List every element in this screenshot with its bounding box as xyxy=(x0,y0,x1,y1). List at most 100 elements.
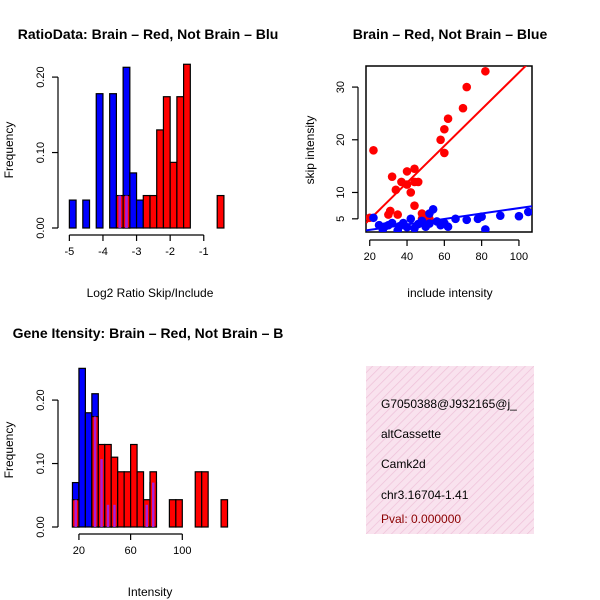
scatter-red-point xyxy=(393,210,403,219)
scatter-blue-point xyxy=(387,218,397,228)
scatter-red-point xyxy=(413,177,423,187)
intensity-red-bar xyxy=(220,499,229,528)
intensity-x-tick-label: 100 xyxy=(173,545,191,557)
intensity-bars xyxy=(71,367,229,528)
intensity-red-bar xyxy=(136,471,145,528)
scatter-blue-point xyxy=(477,212,486,222)
intensity-red-bar xyxy=(117,471,125,528)
scatter-y-tick-label: 30 xyxy=(335,81,347,93)
intensity-blue-bar xyxy=(78,367,86,528)
intensity-axes: 20 60 100 0.00 0.10 0.20 xyxy=(35,389,191,557)
scatter-blue-point xyxy=(369,213,378,223)
scatter-red-fit-line xyxy=(366,66,527,224)
info-event-type: altCassette xyxy=(381,427,441,441)
ratio-xlabel: Log2 Ratio Skip/Include xyxy=(87,286,214,300)
intensity-overlap-bar xyxy=(145,504,148,527)
intensity-xlabel: Intensity xyxy=(128,585,173,599)
scatter-blue-point xyxy=(462,215,472,225)
ratio-y-tick-label: 0.00 xyxy=(35,217,47,238)
scatter-y-tick-label: 10 xyxy=(335,186,347,198)
intensity-ylabel: Frequency xyxy=(2,422,16,479)
ratio-red-bar xyxy=(142,194,151,229)
scatter-x-tick-label: 40 xyxy=(401,251,413,263)
scatter-axes: 20 40 60 80 100 5 10 20 30 xyxy=(335,81,528,263)
scatter-x-tick-label: 20 xyxy=(364,251,376,263)
ratio-bars xyxy=(68,63,225,229)
ratio-blue-bar xyxy=(68,199,77,229)
intensity-scatter: Brain – Red, Not Brain – Blue 20 40 60 80 10… xyxy=(303,26,547,300)
info-id: G7050388@J932165@j_ xyxy=(381,397,517,411)
scatter-x-tick-label: 60 xyxy=(438,251,450,263)
ratio-red-bar xyxy=(169,161,178,229)
scatter-xlabel: include intensity xyxy=(407,286,492,300)
intensity-y-tick-label: 0.10 xyxy=(35,453,47,474)
intensity-red-bar xyxy=(168,499,177,528)
scatter-red-point xyxy=(402,167,412,176)
ratio-y-tick-label: 0.10 xyxy=(35,142,47,163)
scatter-red-point xyxy=(410,201,419,210)
intensity-y-tick-label: 0.00 xyxy=(35,516,47,537)
scatter-red-point xyxy=(481,66,490,76)
intensity-red-bar xyxy=(194,471,203,528)
ratio-blue-bar xyxy=(109,93,118,229)
intensity-overlap-bar xyxy=(100,459,103,527)
ratio-overlap-bar xyxy=(118,195,122,228)
info-background xyxy=(366,366,534,534)
intensity-red-bar xyxy=(130,443,138,528)
ratio-x-tick-label: -1 xyxy=(199,246,209,258)
scatter-red-point xyxy=(406,188,416,197)
ratio-red-bar xyxy=(162,96,171,229)
scatter-x-tick-label: 80 xyxy=(476,251,488,263)
intensity-x-tick-label: 20 xyxy=(73,545,85,557)
info-pval: Pval: 0.000000 xyxy=(381,512,461,526)
scatter-marks xyxy=(366,66,532,232)
scatter-red-point xyxy=(443,114,453,123)
intensity-y-tick-label: 0.20 xyxy=(35,389,47,410)
scatter-red-point xyxy=(369,146,378,155)
ratio-x-tick-label: -5 xyxy=(64,246,74,258)
intensity-overlap-bar xyxy=(113,504,116,527)
ratio-red-bar xyxy=(149,194,158,229)
ratio-blue-bar xyxy=(95,93,104,229)
scatter-blue-point xyxy=(443,222,453,232)
ratio-blue-bar xyxy=(135,199,144,229)
ratio-y-tick-label: 0.20 xyxy=(35,66,47,87)
ratio-axes: -5 -4 -3 -2 -1 0.00 0.10 0.20 xyxy=(35,66,209,258)
intensity-overlap-bar xyxy=(152,482,155,527)
info-panel: G7050388@J932165@j_ altCassette Camk2d c… xyxy=(366,366,534,534)
ratio-red-bar xyxy=(176,96,185,229)
intensity-x-tick-label: 60 xyxy=(124,545,136,557)
ratio-x-tick-label: -4 xyxy=(98,246,108,258)
info-gene: Camk2d xyxy=(381,457,426,471)
intensity-overlap-bar xyxy=(93,416,97,527)
scatter-red-point xyxy=(402,180,412,189)
scatter-blue-point xyxy=(481,225,490,232)
scatter-title: Brain – Red, Not Brain – Blue xyxy=(353,26,548,42)
scatter-y-tick-label: 20 xyxy=(335,134,347,146)
scatter-red-point xyxy=(458,103,468,113)
ratio-overlap-bar xyxy=(125,195,128,228)
scatter-red-point xyxy=(391,185,401,195)
scatter-x-tick-label: 100 xyxy=(510,251,528,263)
scatter-red-point xyxy=(387,172,397,181)
scatter-red-point xyxy=(436,135,445,145)
ratio-title: RatioData: Brain – Red, Not Brain – Blu xyxy=(18,26,279,42)
scatter-y-tick-label: 5 xyxy=(335,216,347,222)
scatter-blue-point xyxy=(514,211,524,221)
intensity-overlap-bar xyxy=(74,499,77,527)
scatter-blue-point xyxy=(425,219,434,228)
ratio-red-bar xyxy=(216,194,225,229)
scatter-red-point xyxy=(410,164,419,174)
scatter-plot-box xyxy=(365,65,533,233)
scatter-ylabel: skip intensity xyxy=(303,116,317,185)
scatter-blue-point xyxy=(402,222,412,232)
ratio-red-bar xyxy=(183,63,191,229)
intensity-histogram: Gene Itensity: Brain – Red, Not Brain – … xyxy=(2,325,283,599)
scatter-blue-point xyxy=(495,211,505,220)
info-location: chr3.16704-1.41 xyxy=(381,488,469,502)
scatter-blue-point xyxy=(523,207,532,217)
ratio-ylabel: Frequency xyxy=(2,122,16,179)
intensity-red-bar xyxy=(201,471,209,528)
scatter-blue-point xyxy=(451,214,460,224)
